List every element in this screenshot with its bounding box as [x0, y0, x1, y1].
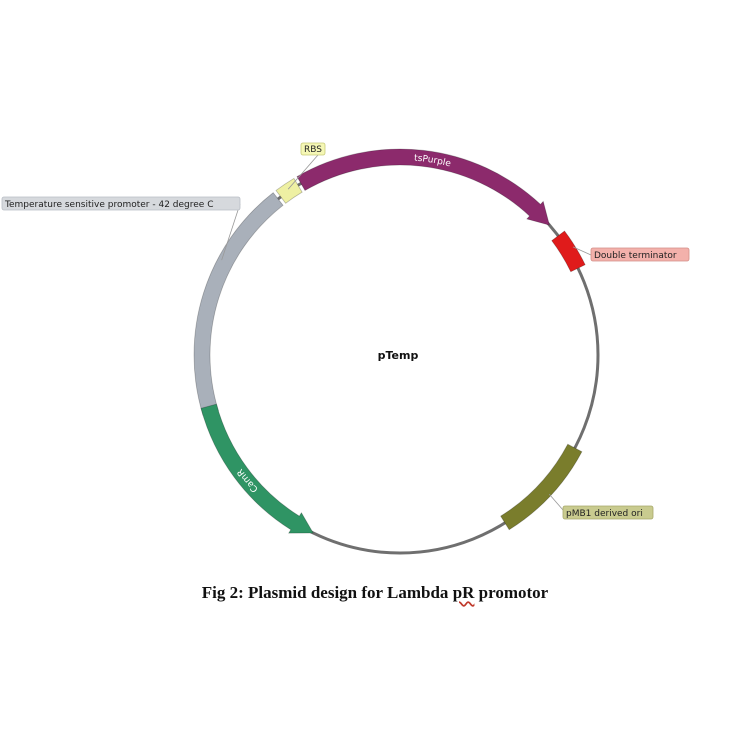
feature-ori-arc — [500, 443, 583, 531]
caption-squiggle: pR — [452, 583, 475, 602]
feature-camr: CamR — [200, 403, 314, 534]
label-ori: pMB1 derived ori — [548, 493, 654, 520]
features-layer: tsPurple CamR — [193, 148, 586, 534]
label-ori-text: pMB1 derived ori — [566, 509, 643, 519]
feature-tspurple: tsPurple — [296, 148, 550, 226]
label-ori-box — [562, 505, 654, 520]
caption-prefix: Fig 2: Plasmid design for Lambda — [201, 583, 453, 602]
label-terminator-text: Double terminator — [594, 251, 677, 261]
label-rbs-text: RBS — [304, 145, 322, 155]
feature-rbs-arc — [275, 177, 303, 204]
figure-caption: Fig 2: Plasmid design for Lambda pR prom… — [0, 583, 750, 603]
feature-promoter — [193, 192, 284, 416]
labels-layer: Temperature sensitive promoter - 42 degr… — [1, 142, 690, 520]
feature-terminator — [551, 230, 586, 273]
label-rbs: RBS — [287, 142, 326, 190]
feature-camr-arc — [200, 403, 314, 534]
label-ori-leader — [548, 493, 564, 511]
feature-tspurple-arc — [296, 148, 550, 226]
plasmid-name: pTemp — [378, 349, 419, 362]
label-terminator: Double terminator — [572, 246, 690, 262]
label-rbs-leader — [287, 154, 319, 190]
feature-terminator-arc — [551, 230, 586, 273]
caption-suffix: promotor — [474, 583, 549, 602]
label-promoter-text: Temperature sensitive promoter - 42 degr… — [4, 200, 213, 210]
label-terminator-box — [590, 247, 690, 262]
label-terminator-leader — [572, 246, 592, 256]
label-promoter: Temperature sensitive promoter - 42 degr… — [1, 196, 241, 261]
label-promoter-leader — [221, 203, 241, 261]
feature-ori — [500, 443, 583, 531]
feature-rbs — [275, 177, 303, 204]
label-promoter-box — [1, 196, 241, 211]
feature-promoter-arc — [193, 192, 284, 416]
label-rbs-box — [300, 142, 326, 156]
